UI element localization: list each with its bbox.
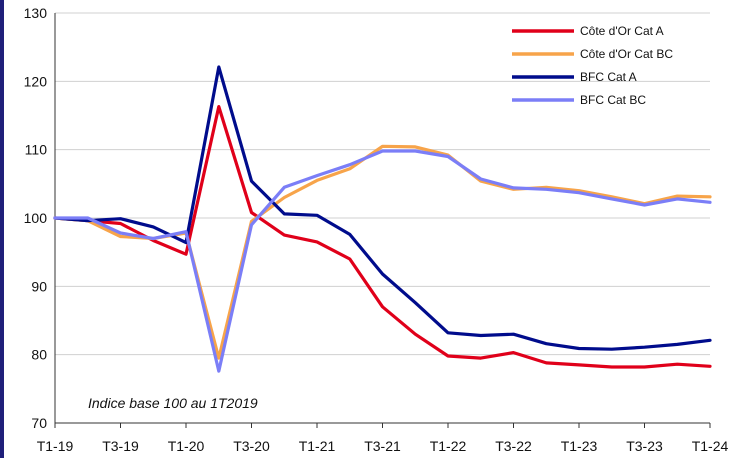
y-tick-label: 130	[24, 5, 48, 21]
index-note: Indice base 100 au 1T2019	[88, 395, 258, 411]
legend-label-2: Côte d'Or Cat BC	[580, 47, 673, 61]
x-tick-label: T1-20	[168, 438, 205, 454]
x-tick-label: T3-21	[364, 438, 401, 454]
x-tick-labels: T1-19 T3-19 T1-20 T3-20 T1-21 T3-21 T1-22 T3-22…	[37, 438, 729, 454]
y-tick-label: 100	[24, 210, 48, 226]
legend-label-4: BFC Cat BC	[580, 93, 646, 107]
series-line-4	[53, 149, 712, 373]
x-tick-label: T3-19	[102, 438, 139, 454]
x-tick-label: T1-23	[561, 438, 598, 454]
series-line-1	[53, 105, 712, 369]
y-tick-label: 90	[31, 278, 47, 294]
y-tick-label: 110	[25, 142, 48, 158]
legend-label-1: Côte d'Or Cat A	[580, 24, 664, 38]
y-tick-labels: 70 80 90 100 110 120 130	[24, 5, 48, 431]
gridlines	[55, 12, 710, 356]
x-tick-label: T1-22	[430, 438, 467, 454]
y-tick-label: 120	[24, 73, 48, 89]
left-frame-bar	[0, 0, 4, 458]
y-tick-label: 70	[31, 415, 47, 431]
series-lines	[53, 65, 712, 373]
x-tick-label: T3-23	[626, 438, 663, 454]
series-line-2	[53, 144, 712, 360]
x-tick-label: T3-20	[233, 438, 270, 454]
legend: Côte d'Or Cat A Côte d'Or Cat BC BFC Cat A…	[512, 24, 673, 107]
legend-label-3: BFC Cat A	[580, 70, 637, 84]
series-line-3	[53, 65, 712, 351]
x-tick-label: T1-21	[299, 438, 336, 454]
y-tick-label: 80	[31, 347, 47, 363]
x-tick-label: T1-24	[692, 438, 729, 454]
x-tick-label: T1-19	[37, 438, 74, 454]
x-tick-label: T3-22	[495, 438, 532, 454]
